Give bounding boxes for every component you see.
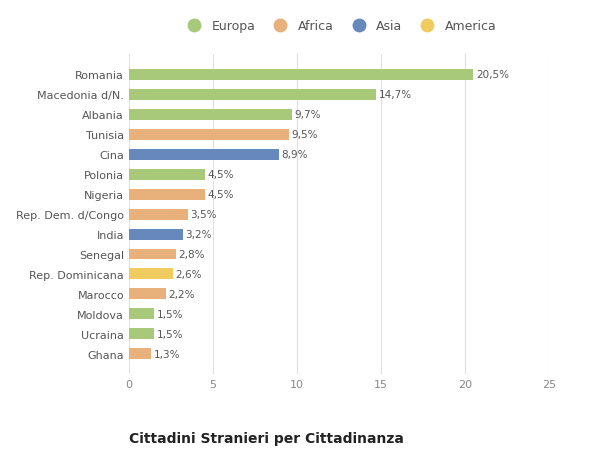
Bar (129, 209, 188, 220)
Text: 1,5%: 1,5% (157, 309, 183, 319)
Text: 2,6%: 2,6% (175, 269, 202, 280)
Text: 9,5%: 9,5% (291, 130, 317, 140)
Text: 3,2%: 3,2% (185, 230, 212, 240)
Text: 20,5%: 20,5% (476, 70, 509, 80)
Bar (129, 90, 376, 101)
Bar (129, 269, 173, 280)
Bar (129, 229, 183, 240)
Bar (129, 349, 151, 359)
Bar (129, 289, 166, 300)
Text: 4,5%: 4,5% (207, 170, 233, 180)
Text: 2,8%: 2,8% (179, 249, 205, 259)
Bar (129, 149, 278, 160)
Bar (129, 309, 154, 320)
Text: 1,3%: 1,3% (154, 349, 180, 359)
Text: 2,2%: 2,2% (169, 289, 195, 299)
Text: 3,5%: 3,5% (190, 210, 217, 219)
Bar (129, 109, 292, 120)
Bar (129, 169, 205, 180)
Bar (129, 329, 154, 340)
Text: 14,7%: 14,7% (379, 90, 412, 100)
Text: 8,9%: 8,9% (281, 150, 308, 160)
Text: 9,7%: 9,7% (295, 110, 321, 120)
Text: 4,5%: 4,5% (207, 190, 233, 200)
Bar (129, 129, 289, 140)
Text: 1,5%: 1,5% (157, 329, 183, 339)
Bar (129, 70, 473, 80)
Bar (129, 189, 205, 200)
Legend: Europa, Africa, Asia, America: Europa, Africa, Asia, America (181, 20, 497, 33)
Text: Cittadini Stranieri per Cittadinanza: Cittadini Stranieri per Cittadinanza (129, 431, 404, 446)
Bar (129, 249, 176, 260)
